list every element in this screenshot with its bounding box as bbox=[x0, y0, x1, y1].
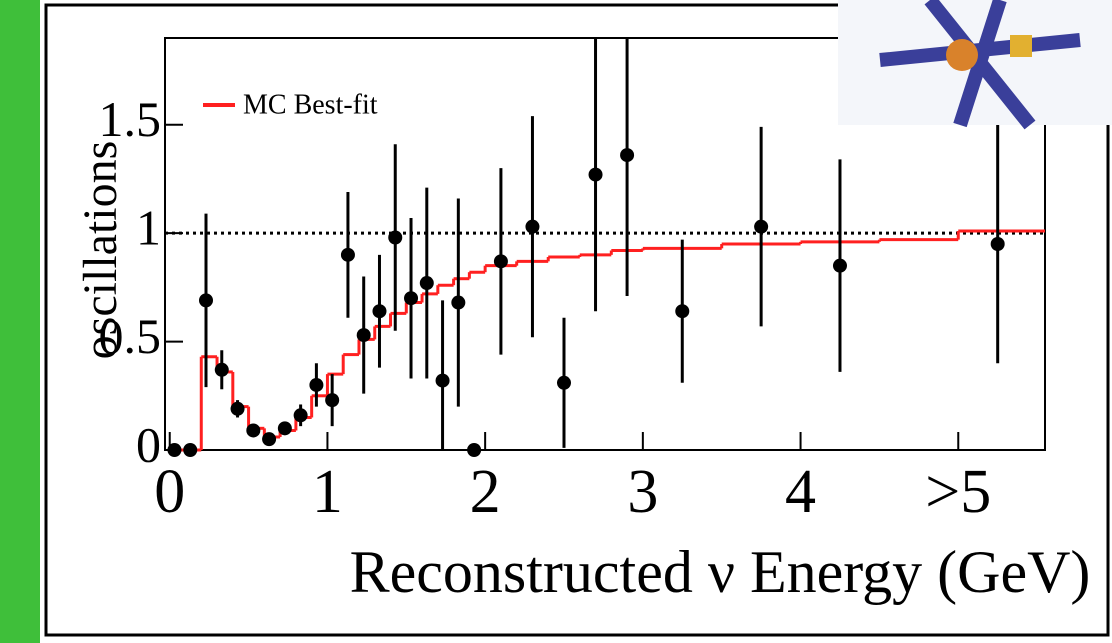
x-tick-label: 0 bbox=[154, 458, 185, 526]
data-point bbox=[419, 276, 434, 291]
data-point bbox=[451, 295, 466, 310]
inset-image bbox=[838, 0, 1112, 130]
x-tick-label: >5 bbox=[925, 458, 991, 526]
legend-label: MC Best-fit bbox=[243, 89, 378, 120]
y-tick-label: 0.5 bbox=[99, 308, 162, 364]
data-point bbox=[675, 304, 690, 319]
data-point bbox=[388, 230, 403, 245]
x-tick-label: 2 bbox=[470, 458, 501, 526]
data-point bbox=[990, 237, 1005, 251]
data-point bbox=[262, 432, 277, 447]
y-tick-label: 1.5 bbox=[99, 91, 162, 147]
data-point bbox=[293, 408, 308, 423]
data-point bbox=[588, 167, 603, 182]
data-point bbox=[754, 219, 769, 234]
data-point bbox=[183, 443, 198, 457]
data-point bbox=[556, 375, 571, 390]
data-point bbox=[309, 377, 324, 392]
inset-beams bbox=[879, 0, 1081, 130]
data-point bbox=[277, 421, 292, 436]
data-point bbox=[493, 254, 508, 269]
data-point bbox=[325, 393, 340, 408]
data-point bbox=[167, 443, 182, 457]
data-point bbox=[435, 373, 450, 388]
data-point bbox=[230, 401, 245, 416]
data-point bbox=[620, 148, 635, 163]
y-axis-label: oscillations bbox=[74, 141, 127, 360]
data-point bbox=[214, 362, 229, 377]
y-tick-label: 0 bbox=[136, 416, 161, 472]
data-point bbox=[356, 328, 371, 343]
data-point bbox=[467, 443, 482, 457]
x-tick-label: 1 bbox=[312, 458, 343, 526]
data-point bbox=[832, 258, 847, 273]
x-tick-label: 4 bbox=[785, 458, 816, 526]
inset-ring bbox=[946, 39, 978, 71]
data-point bbox=[404, 291, 419, 306]
plot-frame bbox=[164, 37, 1046, 451]
plot-area: 0 0.5 1 1.5 0 1 2 3 4 >5 MC Best-fit bbox=[99, 38, 1045, 526]
data-point bbox=[340, 247, 355, 262]
x-axis-label: Reconstructed ν Energy (GeV) bbox=[350, 539, 1091, 605]
y-tick-label: 1 bbox=[136, 200, 161, 256]
data-point bbox=[246, 423, 261, 438]
x-tick-label: 3 bbox=[627, 458, 658, 526]
inset-block bbox=[1010, 35, 1032, 57]
data-point bbox=[525, 219, 540, 234]
data-point bbox=[372, 304, 387, 319]
data-point bbox=[199, 293, 214, 308]
green-border bbox=[0, 0, 40, 643]
